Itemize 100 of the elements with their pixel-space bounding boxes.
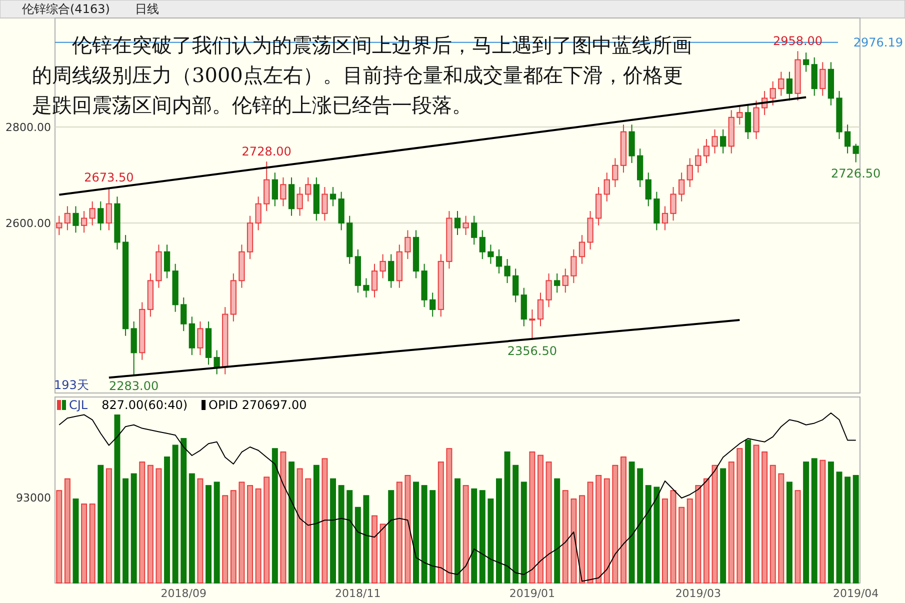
bar	[554, 478, 560, 584]
bar	[206, 485, 212, 584]
bar	[354, 506, 361, 584]
bar	[372, 515, 378, 584]
candlestick	[844, 124, 851, 154]
candlestick	[471, 215, 478, 246]
candlestick	[496, 248, 502, 274]
candlestick	[180, 296, 187, 332]
candlestick	[272, 172, 278, 207]
candlestick	[736, 104, 743, 126]
bar	[147, 464, 154, 584]
candlestick	[72, 206, 79, 234]
bar	[512, 464, 519, 584]
bar	[264, 476, 270, 584]
annotation: 2726.50	[831, 166, 881, 180]
bar	[496, 478, 502, 584]
candlestick	[214, 350, 220, 375]
candlestick	[454, 210, 461, 236]
text: 93000	[16, 491, 51, 504]
candlestick	[604, 172, 610, 202]
bar	[570, 498, 577, 584]
bar	[670, 490, 676, 584]
bar	[89, 504, 96, 584]
candlestick	[770, 80, 776, 106]
candlestick	[305, 176, 312, 202]
bar	[662, 498, 668, 584]
bar	[762, 451, 768, 584]
bar	[820, 460, 826, 584]
bar	[803, 462, 810, 584]
bar	[396, 482, 402, 584]
bar	[197, 478, 204, 584]
candlestick	[504, 258, 510, 284]
candlestick	[56, 215, 62, 236]
bar	[612, 464, 618, 584]
candlestick	[802, 52, 810, 72]
candlestick	[820, 62, 826, 96]
bar	[255, 488, 262, 584]
candlestick	[98, 200, 104, 231]
bar	[462, 485, 469, 584]
bar	[596, 474, 602, 584]
candlestick	[404, 230, 411, 260]
bar	[56, 490, 62, 584]
candlestick	[612, 158, 618, 188]
y-tick-label: 2600.00	[6, 217, 51, 230]
candlestick	[462, 215, 469, 236]
bar	[712, 464, 718, 584]
candlestick	[537, 292, 544, 327]
bar	[296, 468, 303, 584]
bar	[654, 486, 660, 584]
bar	[828, 462, 834, 584]
bar	[313, 464, 320, 584]
bar	[98, 464, 104, 584]
bar	[346, 490, 353, 584]
x-tick-label: 2019/04	[833, 587, 879, 600]
candlestick	[280, 176, 286, 207]
bar	[736, 448, 743, 584]
annotation: 2283.00	[109, 379, 159, 394]
candlestick	[80, 210, 88, 234]
bar	[471, 488, 478, 584]
candlestick	[430, 292, 436, 318]
chart-subtitle: 日线	[135, 2, 159, 16]
bar	[604, 478, 610, 584]
candlestick	[712, 128, 718, 154]
bar	[288, 462, 295, 584]
bar	[686, 498, 693, 584]
annotation: 2356.50	[507, 344, 558, 358]
annotation: 2673.50	[84, 170, 134, 185]
bar	[695, 485, 702, 584]
candlestick	[678, 172, 685, 202]
candlestick	[686, 158, 693, 188]
bar	[322, 458, 328, 584]
bar	[811, 458, 818, 584]
candlestick	[330, 186, 336, 207]
candlestick	[371, 263, 378, 298]
bar	[488, 498, 494, 584]
bar	[728, 462, 734, 584]
candlestick	[645, 172, 652, 207]
bar	[156, 468, 162, 584]
candlestick	[562, 268, 568, 294]
bar	[72, 498, 79, 584]
bar	[172, 444, 178, 584]
bar	[122, 478, 129, 584]
candlestick	[570, 248, 577, 284]
candlestick	[852, 143, 859, 163]
bar	[280, 451, 286, 584]
candlestick	[380, 254, 386, 279]
candlestick	[89, 200, 96, 226]
bar	[538, 454, 544, 584]
bar	[164, 456, 170, 584]
candlestick	[64, 206, 71, 231]
bar	[222, 495, 228, 584]
bar	[637, 468, 644, 584]
bar	[380, 524, 386, 584]
bar	[180, 438, 187, 584]
bar	[188, 473, 195, 584]
x-tick-label: 2018/09	[160, 587, 206, 600]
bar	[578, 495, 585, 584]
bar	[520, 482, 527, 584]
candlestick	[164, 244, 170, 279]
bar	[272, 448, 278, 584]
